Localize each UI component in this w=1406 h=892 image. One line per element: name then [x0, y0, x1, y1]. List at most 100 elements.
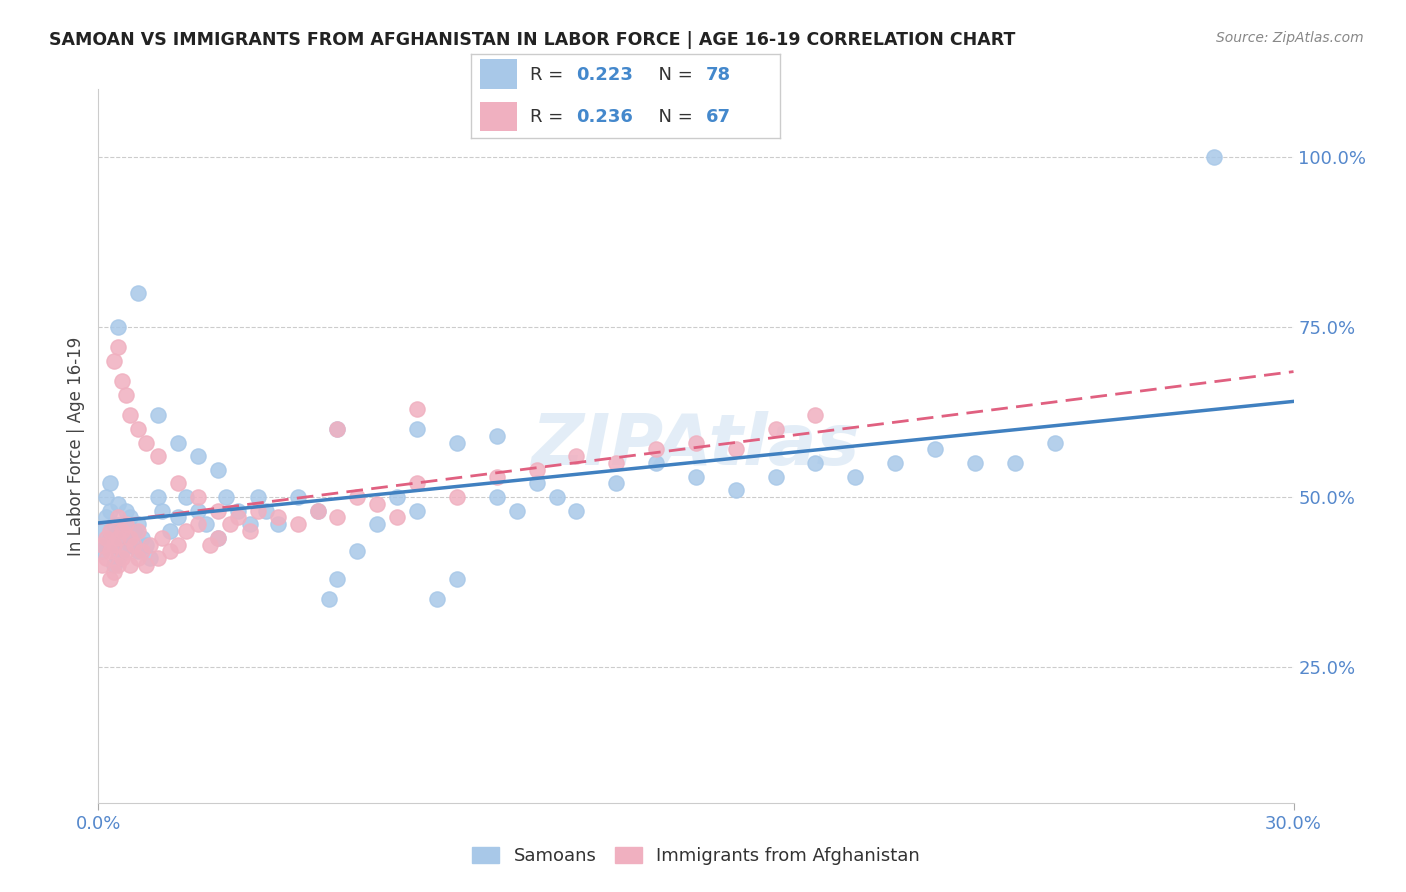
Text: R =: R = — [530, 66, 569, 84]
Point — [103, 558, 125, 572]
Point — [485, 429, 508, 443]
Point — [884, 456, 907, 470]
Point — [159, 524, 181, 538]
Point — [135, 558, 157, 572]
Point — [139, 551, 162, 566]
Point — [198, 537, 221, 551]
Point — [98, 476, 122, 491]
Point — [103, 517, 125, 532]
Point — [765, 469, 787, 483]
Point — [96, 490, 118, 504]
Point — [111, 517, 134, 532]
Point — [103, 354, 125, 368]
Point — [115, 388, 138, 402]
Point — [267, 510, 290, 524]
Point — [98, 544, 122, 558]
Point — [120, 409, 142, 423]
Point — [111, 524, 134, 538]
Point — [207, 531, 229, 545]
Point — [91, 558, 114, 572]
Point — [124, 524, 146, 538]
Point — [605, 456, 627, 470]
Point — [385, 490, 409, 504]
Point — [685, 435, 707, 450]
Point — [924, 442, 946, 457]
Point — [96, 531, 118, 545]
Point — [346, 490, 368, 504]
Point — [219, 517, 242, 532]
Text: 78: 78 — [706, 66, 731, 84]
Point — [124, 537, 146, 551]
Point — [406, 422, 429, 436]
Point — [148, 409, 170, 423]
Point — [187, 449, 209, 463]
Point — [174, 524, 197, 538]
Point — [326, 510, 349, 524]
Point — [506, 503, 529, 517]
Point — [318, 591, 340, 606]
Point — [120, 537, 142, 551]
Point — [485, 469, 508, 483]
Point — [1202, 150, 1225, 164]
Point — [804, 456, 827, 470]
Point — [107, 558, 129, 572]
Point — [346, 544, 368, 558]
Point — [111, 551, 134, 566]
Point — [111, 544, 134, 558]
Point — [645, 442, 668, 457]
Point — [139, 537, 162, 551]
Legend: Samoans, Immigrants from Afghanistan: Samoans, Immigrants from Afghanistan — [465, 839, 927, 872]
FancyBboxPatch shape — [481, 60, 517, 89]
Point — [207, 463, 229, 477]
Point — [385, 510, 409, 524]
Text: R =: R = — [530, 108, 569, 126]
Point — [98, 531, 122, 545]
Point — [406, 503, 429, 517]
Point — [91, 544, 114, 558]
Point — [307, 503, 329, 517]
Point — [1043, 435, 1066, 450]
Point — [159, 544, 181, 558]
Point — [150, 531, 173, 545]
Point — [127, 422, 149, 436]
Text: SAMOAN VS IMMIGRANTS FROM AFGHANISTAN IN LABOR FORCE | AGE 16-19 CORRELATION CHA: SAMOAN VS IMMIGRANTS FROM AFGHANISTAN IN… — [49, 31, 1015, 49]
Point — [187, 503, 209, 517]
Point — [187, 517, 209, 532]
Point — [150, 503, 173, 517]
Point — [565, 449, 588, 463]
Point — [167, 435, 190, 450]
Point — [127, 544, 149, 558]
Point — [107, 551, 129, 566]
Point — [724, 483, 747, 498]
Point — [115, 517, 138, 532]
Point — [107, 341, 129, 355]
Point — [91, 524, 114, 538]
Point — [98, 503, 122, 517]
Point — [406, 401, 429, 416]
Point — [187, 490, 209, 504]
Point — [98, 524, 122, 538]
Point — [254, 503, 277, 517]
Point — [226, 510, 249, 524]
Point — [107, 531, 129, 545]
Point — [135, 435, 157, 450]
Point — [148, 449, 170, 463]
Point — [207, 531, 229, 545]
Point — [246, 503, 269, 517]
Point — [239, 517, 262, 532]
Text: 67: 67 — [706, 108, 731, 126]
Point — [526, 476, 548, 491]
Point — [115, 544, 138, 558]
Point — [565, 503, 588, 517]
Point — [765, 422, 787, 436]
Text: 0.223: 0.223 — [576, 66, 633, 84]
Point — [167, 476, 190, 491]
Point — [107, 320, 129, 334]
Point — [326, 422, 349, 436]
Point — [96, 537, 118, 551]
Point — [546, 490, 568, 504]
Text: ZIPAtlas: ZIPAtlas — [531, 411, 860, 481]
Point — [215, 490, 238, 504]
Point — [485, 490, 508, 504]
Point — [103, 537, 125, 551]
